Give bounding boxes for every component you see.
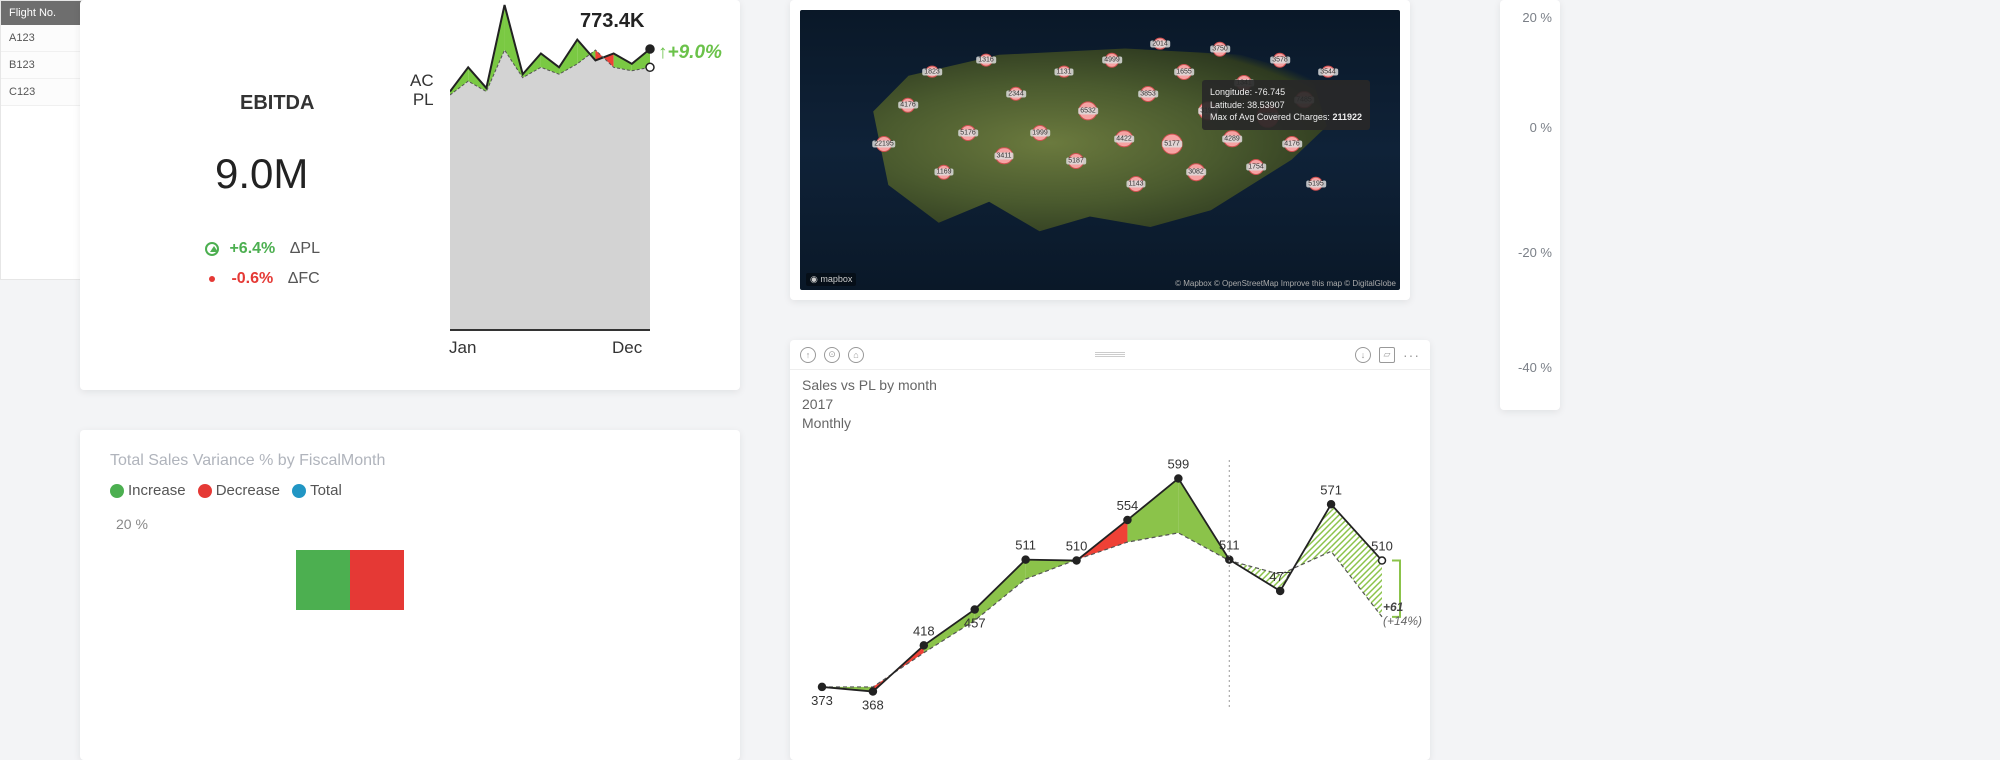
sales-period: Monthly <box>802 414 937 433</box>
ebitda-delta-pl: +6.4% ΔPL <box>205 240 320 258</box>
map-point-label: 1316 <box>976 57 996 64</box>
download-icon[interactable]: ↓ <box>1355 347 1371 363</box>
legend-total-dot <box>292 484 306 498</box>
sales-year: 2017 <box>802 395 937 414</box>
lock-icon[interactable]: ⌂ <box>848 347 864 363</box>
arrow-up-icon <box>205 242 219 256</box>
map-point-label: 1131 <box>1054 68 1073 75</box>
map-point-label: 4999 <box>1102 57 1122 64</box>
map-canvas[interactable]: 4176 1823 5176 1316 3411 2344 1999 1131 5187 6532… <box>800 10 1400 290</box>
map-point-label: 3082 <box>1186 169 1206 176</box>
map-point-label: 3544 <box>1318 68 1338 75</box>
legend-increase-label: Increase <box>128 482 186 499</box>
ytick: 0 % <box>1530 120 1552 135</box>
more-icon[interactable]: ··· <box>1403 347 1420 363</box>
flight-row[interactable]: B123 <box>1 52 89 79</box>
legend-decrease-label: Decrease <box>216 482 280 499</box>
variance-card: Total Sales Variance % by FiscalMonth In… <box>80 430 740 760</box>
acpl-labels: AC PL <box>410 72 434 109</box>
ytick: -40 % <box>1518 360 1552 375</box>
ebitda-sparkline <box>450 0 730 345</box>
variance-bar <box>350 550 404 610</box>
map-point-label: 22195 <box>872 141 895 148</box>
map-point-label: 5176 <box>958 130 978 137</box>
map-point-label: 4289 <box>1222 135 1242 142</box>
svg-text:368: 368 <box>862 698 884 713</box>
up-icon[interactable]: ↑ <box>800 347 816 363</box>
delta-fc-label: ΔFC <box>288 270 320 287</box>
focus-icon[interactable]: ▱ <box>1379 347 1395 363</box>
ebitda-card: EBITDA 9.0M +6.4% ΔPL -0.6% ΔFC AC PL 77… <box>80 0 740 390</box>
variance-bar <box>296 550 350 610</box>
svg-text:510: 510 <box>1066 539 1088 554</box>
ebitda-delta-fc: -0.6% ΔFC <box>205 270 320 288</box>
grip-icon[interactable] <box>1095 352 1125 358</box>
map-point-label: 3578 <box>1270 57 1290 64</box>
legend-increase-dot <box>110 484 124 498</box>
map-tooltip: Longitude: -76.745 Latitude: 38.53907 Ma… <box>1202 80 1370 130</box>
sales-toolbar: ↑ ⊙ ⌂ ↓ ▱ ··· <box>790 340 1430 370</box>
ac-label: AC <box>410 72 434 91</box>
yaxis-strip: 20 % 0 % -20 % -40 % <box>1500 0 1560 410</box>
mapbox-logo: ◉ mapbox <box>806 273 856 286</box>
map-point-label: 4176 <box>1282 141 1302 148</box>
delta-fc-pct: -0.6% <box>231 270 273 287</box>
map-point-label: 3750 <box>1210 46 1230 53</box>
svg-text:477: 477 <box>1269 569 1291 584</box>
ebitda-xaxis-end: Dec <box>612 338 642 358</box>
sales-card: ↑ ⊙ ⌂ ↓ ▱ ··· Sales vs PL by month 2017 … <box>790 340 1430 760</box>
map-point-label: 5195 <box>1306 180 1326 187</box>
map-point-label: 3411 <box>994 152 1013 159</box>
map-point-label: 2014 <box>1150 40 1170 47</box>
svg-text:554: 554 <box>1117 498 1139 513</box>
map-point-label: 5187 <box>1066 158 1086 165</box>
sales-chart: 373368418457511510554599511477571510 +61… <box>802 440 1418 750</box>
ebitda-xaxis-start: Jan <box>449 338 476 358</box>
map-point-label: 4176 <box>898 102 918 109</box>
svg-text:511: 511 <box>1015 538 1036 553</box>
svg-text:418: 418 <box>913 623 935 638</box>
map-point-label: 1143 <box>1126 180 1145 187</box>
svg-text:599: 599 <box>1168 456 1190 471</box>
variance-title: Total Sales Variance % by FiscalMonth <box>110 452 385 470</box>
ebitda-title: EBITDA <box>240 92 314 115</box>
map-point-label: 4422 <box>1114 135 1134 142</box>
sales-titles: Sales vs PL by month 2017 Monthly <box>802 376 937 433</box>
flight-row[interactable]: C123 <box>1 79 89 106</box>
ytick: 20 % <box>1522 10 1552 25</box>
pin-icon[interactable]: ⊙ <box>824 347 840 363</box>
ebitda-value: 9.0M <box>215 150 308 198</box>
map-attribution: © Mapbox © OpenStreetMap Improve this ma… <box>1175 279 1396 288</box>
map-point-label: 1999 <box>1030 130 1050 137</box>
map-point-label: 1823 <box>922 68 942 75</box>
variance-bars <box>296 550 404 760</box>
pl-label: PL <box>410 91 434 110</box>
flight-table: Flight No. A123B123C123 <box>0 0 90 280</box>
map-point-label: 1655 <box>1174 68 1194 75</box>
delta-pl-label: ΔPL <box>290 240 320 257</box>
svg-text:457: 457 <box>964 615 986 630</box>
dot-red-icon <box>209 276 215 282</box>
variance-ytick: 20 % <box>116 516 148 532</box>
delta-pl-pct: +6.4% <box>229 240 275 257</box>
map-point-label: 1169 <box>934 169 953 176</box>
flight-row[interactable]: A123 <box>1 25 89 52</box>
map-point-label: 5177 <box>1162 141 1182 148</box>
variance-legend: Increase Decrease Total <box>110 482 342 499</box>
svg-text:510: 510 <box>1371 539 1393 554</box>
map-point-label: 6532 <box>1078 107 1098 114</box>
legend-decrease-dot <box>198 484 212 498</box>
flight-header[interactable]: Flight No. <box>1 1 89 25</box>
sales-delta: +61 (+14%) <box>1383 600 1422 628</box>
ytick: -20 % <box>1518 245 1552 260</box>
svg-text:571: 571 <box>1320 482 1342 497</box>
map-point-label: 1754 <box>1246 163 1266 170</box>
map-point-label: 3853 <box>1138 91 1158 98</box>
legend-total-label: Total <box>310 482 342 499</box>
map-card[interactable]: 4176 1823 5176 1316 3411 2344 1999 1131 5187 6532… <box>790 0 1410 300</box>
svg-text:373: 373 <box>811 693 833 708</box>
sales-title: Sales vs PL by month <box>802 376 937 395</box>
map-point-label: 2344 <box>1006 91 1026 98</box>
